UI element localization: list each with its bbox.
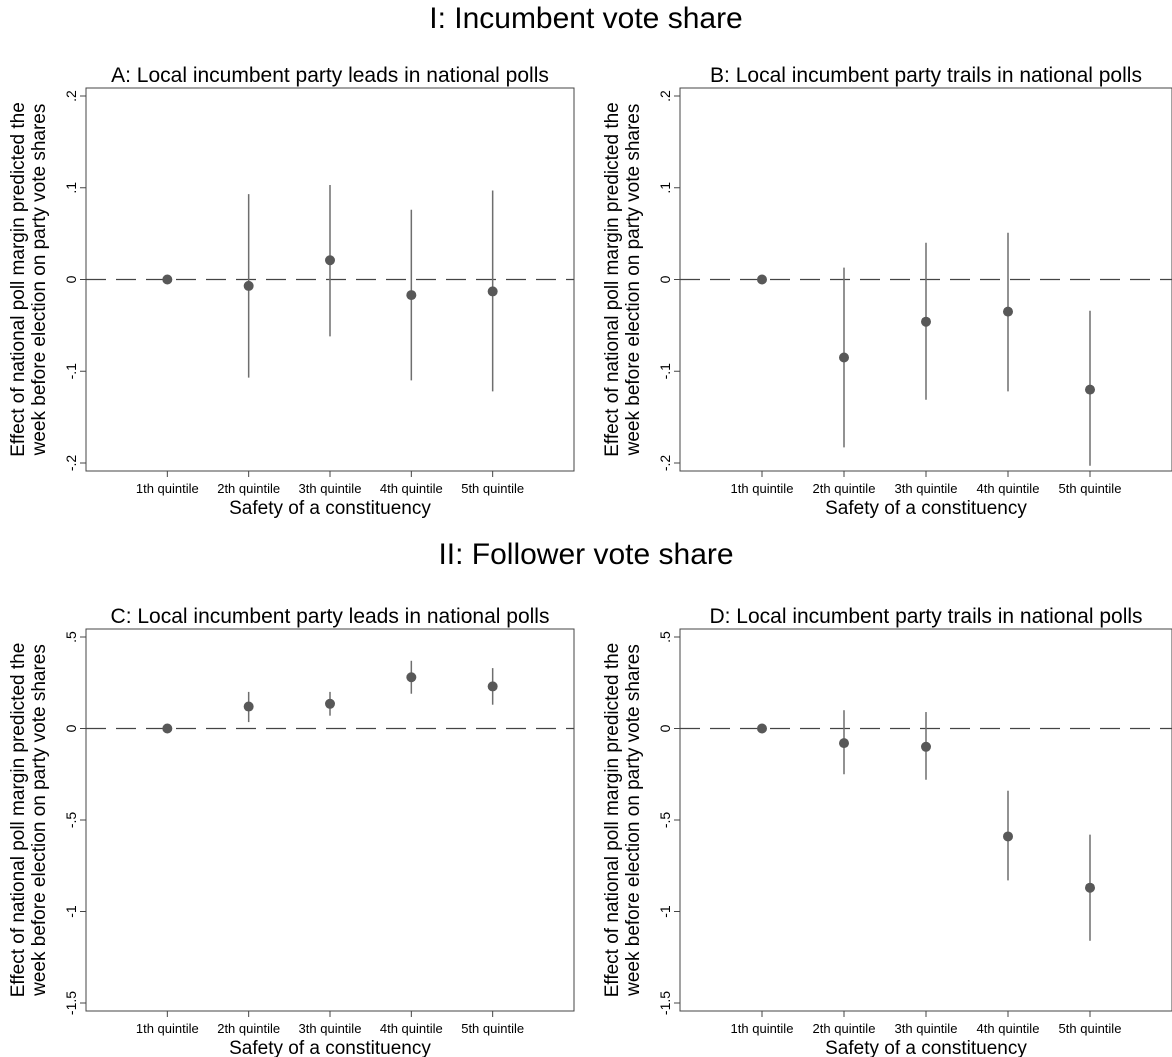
y-tick-label: 0 <box>657 724 673 732</box>
y-axis-label: week before election on party vote share… <box>29 644 50 997</box>
x-tick-label: 3th quintile <box>299 481 362 496</box>
y-tick-label: .5 <box>657 631 673 643</box>
x-axis-label: Safety of a constituency <box>825 498 1027 519</box>
y-tick-label: -1 <box>657 905 673 918</box>
x-axis-label: Safety of a constituency <box>229 1038 431 1057</box>
y-tick-label: -.5 <box>63 812 79 829</box>
point-estimate <box>839 738 849 749</box>
x-tick-label: 3th quintile <box>895 1021 958 1036</box>
panel-title: C: Local incumbent party leads in nation… <box>111 605 550 628</box>
section-title-follower: II: Follower vote share <box>438 538 734 571</box>
point-estimate <box>406 290 417 301</box>
x-tick-label: 4th quintile <box>977 481 1040 496</box>
x-tick-label: 2th quintile <box>217 1021 280 1036</box>
x-tick-label: 3th quintile <box>895 481 958 496</box>
point-estimate <box>243 701 254 712</box>
point-estimate <box>243 280 254 291</box>
point-estimate <box>406 672 417 683</box>
x-tick-label: 4th quintile <box>380 481 443 496</box>
panel-title: D: Local incumbent party trails in natio… <box>709 605 1142 628</box>
y-tick-label: .5 <box>63 631 79 643</box>
point-estimate <box>921 316 931 327</box>
point-estimate <box>162 274 173 285</box>
section-title-incumbent: I: Incumbent vote share <box>429 2 743 35</box>
point-estimate <box>1003 831 1013 842</box>
x-tick-label: 1th quintile <box>731 481 794 496</box>
y-tick-label: -.2 <box>657 455 673 472</box>
y-tick-label: .2 <box>657 90 673 102</box>
x-tick-label: 4th quintile <box>977 1021 1040 1036</box>
x-axis-label: Safety of a constituency <box>825 1038 1027 1057</box>
x-tick-label: 2th quintile <box>217 481 280 496</box>
point-estimate <box>325 255 335 266</box>
panel-title: B: Local incumbent party trails in natio… <box>710 64 1142 87</box>
y-axis-label: week before election on party vote share… <box>29 104 50 457</box>
point-estimate <box>839 352 849 363</box>
x-tick-label: 2th quintile <box>813 1021 876 1036</box>
point-estimate <box>757 723 767 734</box>
y-axis-label: Effect of national poll margin predicted… <box>602 643 623 998</box>
point-estimate <box>1085 882 1095 893</box>
y-axis-label: week before election on party vote share… <box>623 644 644 997</box>
panel-title: A: Local incumbent party leads in nation… <box>111 64 549 87</box>
x-tick-label: 5th quintile <box>1059 1021 1122 1036</box>
y-tick-label: .1 <box>63 182 79 194</box>
y-tick-label: -.1 <box>63 363 79 380</box>
y-tick-label: -.5 <box>657 812 673 829</box>
x-tick-label: 5th quintile <box>1059 481 1122 496</box>
x-tick-label: 4th quintile <box>380 1021 443 1036</box>
point-estimate <box>162 723 173 734</box>
point-estimate <box>487 286 498 297</box>
y-axis-label: Effect of national poll margin predicted… <box>8 102 29 457</box>
x-tick-label: 3th quintile <box>299 1021 362 1036</box>
x-tick-label: 1th quintile <box>136 1021 199 1036</box>
y-axis-label: Effect of national poll margin predicted… <box>602 102 623 457</box>
point-estimate <box>1085 384 1095 395</box>
y-axis-label: Effect of national poll margin predicted… <box>8 643 29 998</box>
y-tick-label: -.1 <box>657 363 673 380</box>
point-estimate <box>325 698 335 709</box>
y-tick-label: -1 <box>63 905 79 918</box>
y-tick-label: 0 <box>63 275 79 283</box>
y-tick-label: -1.5 <box>63 991 79 1015</box>
plot-frame <box>85 628 575 1012</box>
y-axis-label: week before election on party vote share… <box>623 104 644 457</box>
y-tick-label: -.2 <box>63 455 79 472</box>
x-tick-label: 2th quintile <box>813 481 876 496</box>
x-tick-label: 5th quintile <box>461 1021 524 1036</box>
y-tick-label: 0 <box>63 724 79 732</box>
x-axis-label: Safety of a constituency <box>229 498 431 519</box>
point-estimate <box>1003 306 1013 317</box>
x-tick-label: 5th quintile <box>461 481 524 496</box>
y-tick-label: .1 <box>657 182 673 194</box>
y-tick-label: .2 <box>63 90 79 102</box>
point-estimate <box>921 741 931 752</box>
point-estimate <box>757 274 767 285</box>
x-tick-label: 1th quintile <box>136 481 199 496</box>
plot-frame <box>679 628 1172 1012</box>
point-estimate <box>487 681 498 692</box>
y-tick-label: 0 <box>657 275 673 283</box>
y-tick-label: -1.5 <box>657 991 673 1015</box>
x-tick-label: 1th quintile <box>731 1021 794 1036</box>
